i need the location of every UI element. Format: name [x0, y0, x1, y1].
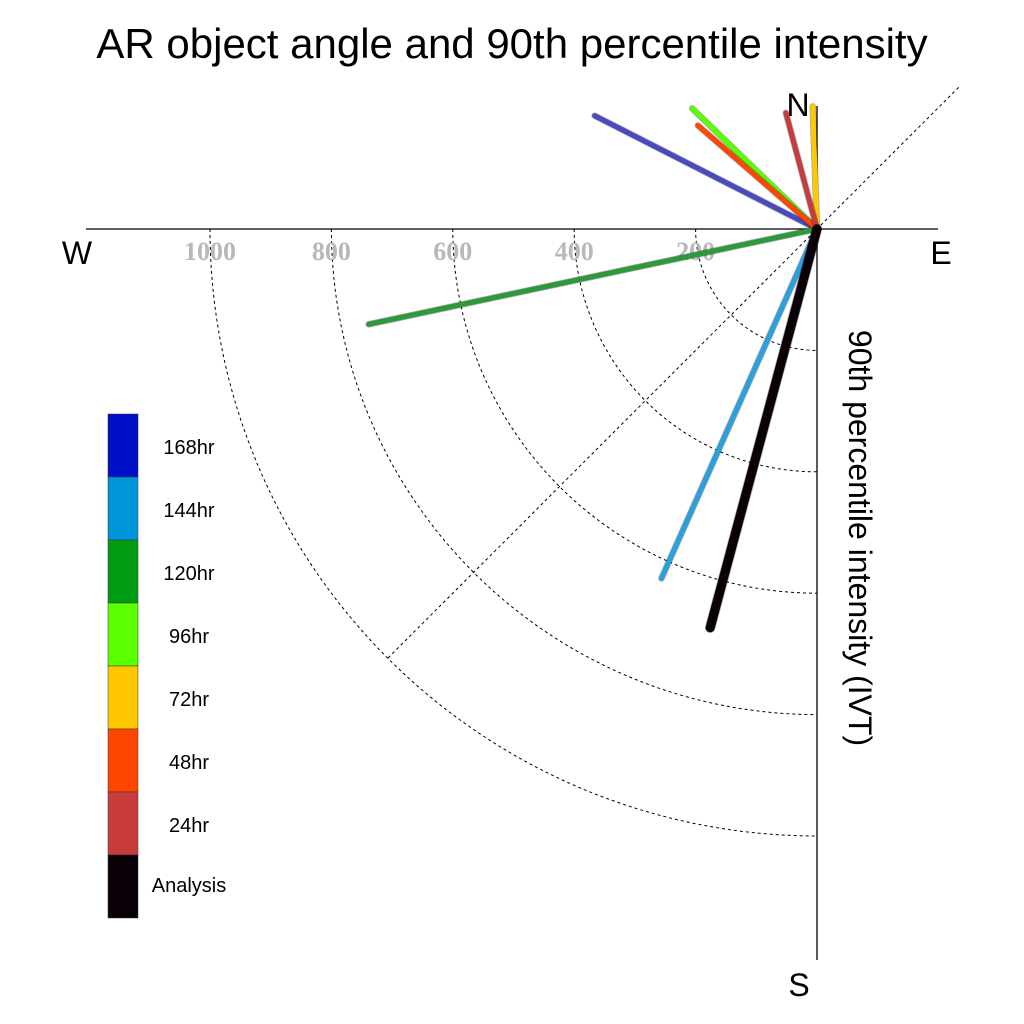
- vector-24hr: [782, 109, 821, 233]
- forecast-vectors: [365, 103, 823, 633]
- radial-tick-label: 800: [312, 237, 351, 266]
- radial-tick-label: 1000: [184, 237, 236, 266]
- grid-arc-4: [209, 228, 818, 837]
- south-label: S: [788, 967, 809, 1003]
- legend-swatch: [107, 476, 139, 541]
- vector-line: [366, 226, 820, 327]
- legend-label: 120hr: [163, 563, 214, 585]
- legend-swatch: [107, 728, 139, 793]
- chart-title: AR object angle and 90th percentile inte…: [96, 20, 927, 67]
- vector-line: [810, 103, 820, 232]
- vector-line: [658, 226, 820, 581]
- legend-label: Analysis: [152, 875, 226, 897]
- vector-48hr: [694, 122, 821, 233]
- legend-label: 48hr: [169, 752, 209, 774]
- legend-swatch: [107, 602, 139, 667]
- legend: 168hr 144hr 120hr 96hr 72hr 48hr 24hr Analysis: [107, 413, 226, 919]
- grid-arc-2: [452, 228, 818, 594]
- radial-tick-label: 400: [555, 237, 594, 266]
- legend-label: 96hr: [169, 626, 209, 648]
- vector-analysis: [704, 223, 823, 633]
- vector-120hr: [365, 225, 821, 328]
- diagonal-guide: [387, 87, 959, 659]
- radial-axis-label: 90th percentile intensity (IVT): [842, 330, 878, 746]
- radial-tick-labels: 2004006008001000: [184, 237, 715, 266]
- legend-swatch: [107, 665, 139, 730]
- west-label: W: [62, 235, 93, 271]
- polar-grid: [209, 87, 959, 837]
- vector-168hr: [591, 112, 821, 233]
- north-label: N: [786, 87, 809, 123]
- radial-tick-label: 600: [433, 237, 472, 266]
- vector-line: [783, 110, 820, 232]
- vector-144hr: [658, 225, 821, 582]
- east-label: E: [930, 235, 951, 271]
- vector-72hr: [809, 103, 821, 233]
- vector-line: [695, 122, 820, 232]
- legend-label: 144hr: [163, 500, 214, 522]
- vector-line: [592, 113, 820, 232]
- legend-swatch: [107, 854, 139, 919]
- legend-label: 72hr: [169, 689, 209, 711]
- legend-label: 24hr: [169, 815, 209, 837]
- grid-arc-1: [573, 228, 818, 473]
- legend-label: 168hr: [163, 437, 214, 459]
- legend-swatch: [107, 791, 139, 856]
- grid-arc-3: [330, 228, 818, 716]
- legend-swatch: [107, 413, 139, 478]
- vector-line: [705, 224, 822, 633]
- legend-swatch: [107, 539, 139, 604]
